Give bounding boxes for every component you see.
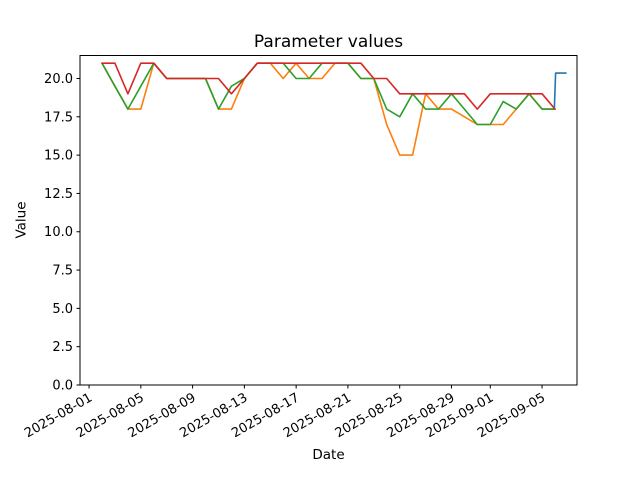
chart-title: Parameter values xyxy=(254,32,403,52)
y-tick-label: 17.5 xyxy=(44,110,73,125)
x-axis-label: Date xyxy=(312,447,344,463)
y-axis-label: Value xyxy=(14,201,30,238)
y-tick-label: 5.0 xyxy=(52,302,73,317)
plot-border xyxy=(79,55,578,386)
y-tick-label: 20.0 xyxy=(44,72,73,87)
series-blue-line xyxy=(553,72,567,109)
y-tick-label: 7.5 xyxy=(52,264,73,279)
y-tick-label: 15.0 xyxy=(44,149,73,164)
y-tick-label: 12.5 xyxy=(44,187,73,202)
y-tick-label: 0.0 xyxy=(52,379,73,394)
y-tick-label: 2.5 xyxy=(52,340,73,355)
series-red-line xyxy=(101,62,556,110)
y-tick-label: 10.0 xyxy=(44,225,73,240)
